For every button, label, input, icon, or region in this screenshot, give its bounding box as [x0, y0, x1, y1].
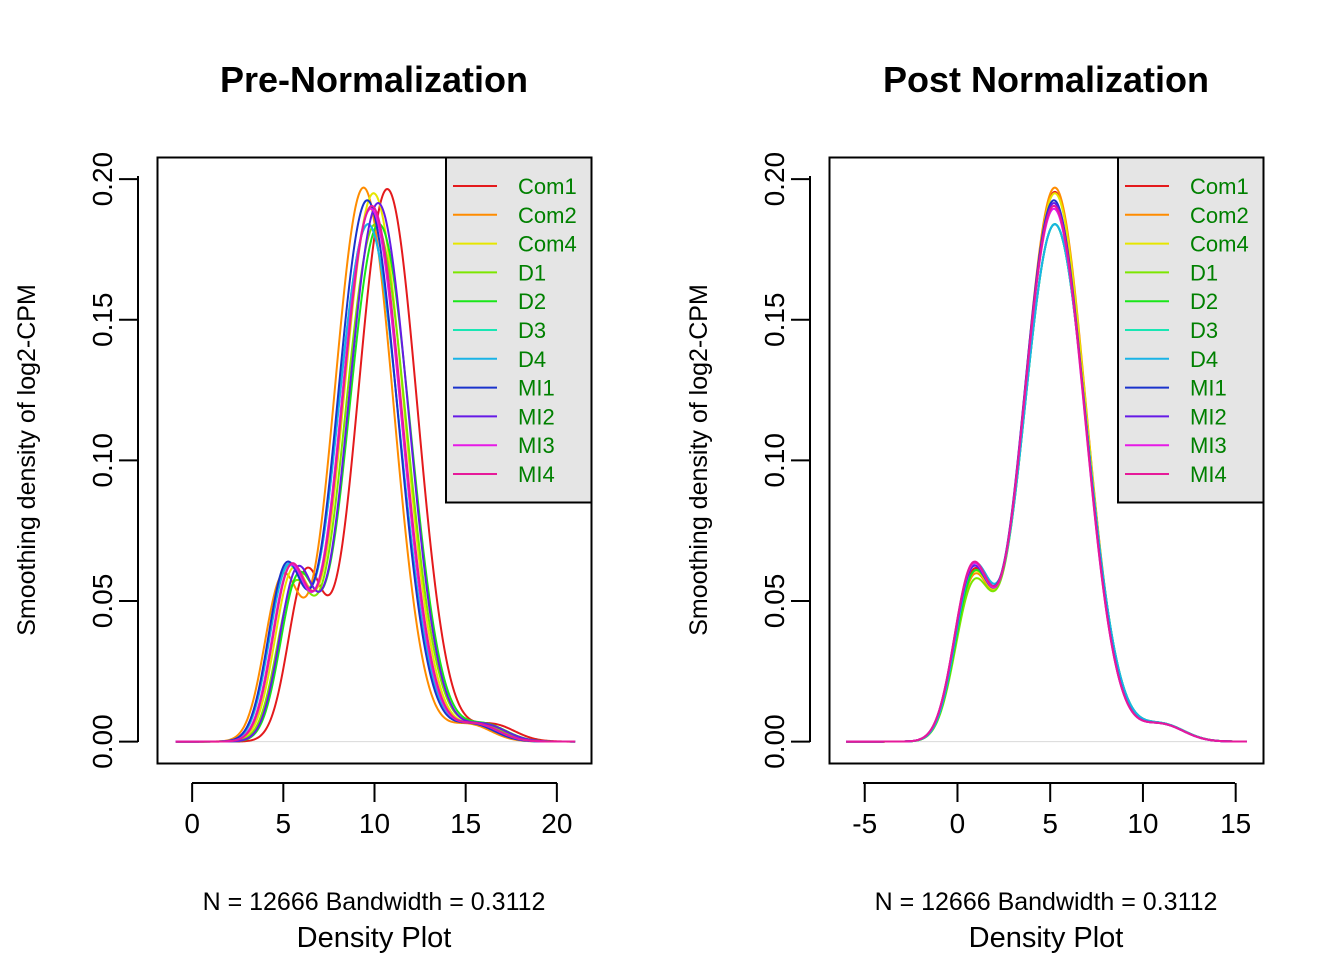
legend-label: MI3 [518, 433, 555, 458]
x-tick-label: 5 [276, 808, 292, 839]
legend-label: MI4 [518, 462, 555, 487]
chart-title: Pre-Normalization [220, 59, 528, 100]
x-axis-label: Density Plot [969, 922, 1124, 954]
y-tick-label: 0.20 [759, 152, 790, 207]
legend: Com1 Com2 Com4 D1 D2 D3 D4 MI1 MI2 MI3 MI4 [445, 156, 593, 504]
chart-subtitle: N = 12666 Bandwidth = 0.3112 [875, 888, 1218, 916]
y-axis: 0.00 0.05 0.10 0.15 0.20 [759, 152, 811, 769]
x-tick-label: 0 [950, 808, 966, 839]
density-line-mi4 [846, 204, 1247, 743]
x-axis-label: Density Plot [297, 922, 452, 954]
legend-label: Com1 [1190, 174, 1249, 199]
legend-label: D3 [1190, 318, 1218, 343]
chart-title: Post Normalization [883, 59, 1209, 100]
legend-label: MI1 [518, 376, 555, 401]
legend-label: MI1 [1190, 376, 1227, 401]
x-tick-label: 5 [1042, 808, 1058, 839]
plot-area [175, 186, 576, 743]
legend-label: D3 [518, 318, 546, 343]
legend-label: MI2 [518, 404, 555, 429]
y-tick-label: 0.00 [87, 714, 118, 769]
legend-label: Com4 [518, 232, 577, 257]
legend-label: D2 [518, 289, 546, 314]
x-tick-label: -5 [852, 808, 877, 839]
x-tick-label: 10 [359, 808, 390, 839]
y-axis-label: Smoothing density of log2-CPM [685, 284, 713, 636]
density-line-mi1 [175, 199, 576, 743]
plot-area [846, 186, 1247, 743]
x-tick-label: 15 [1220, 808, 1251, 839]
legend-label: Com2 [1190, 203, 1249, 228]
y-tick-label: 0.05 [759, 574, 790, 629]
x-axis: 0 5 10 15 20 [184, 782, 572, 839]
panel-pre-normalization: Pre-Normalization Smoothing density of l… [13, 59, 593, 954]
x-tick-label: 0 [184, 808, 200, 839]
legend-label: Com2 [518, 203, 577, 228]
y-tick-label: 0.00 [759, 714, 790, 769]
legend-label: Com4 [1190, 232, 1249, 257]
x-tick-label: 10 [1127, 808, 1158, 839]
panel-post-normalization: Post Normalization Smoothing density of … [685, 59, 1265, 954]
x-tick-label: 15 [450, 808, 481, 839]
legend-label: MI2 [1190, 404, 1227, 429]
legend-label: D2 [1190, 289, 1218, 314]
legend-label: D4 [1190, 347, 1218, 372]
y-tick-label: 0.20 [87, 152, 118, 207]
y-axis: 0.00 0.05 0.10 0.15 0.20 [87, 152, 139, 769]
legend-label: D1 [1190, 260, 1218, 285]
y-tick-label: 0.05 [87, 574, 118, 629]
y-tick-label: 0.10 [87, 433, 118, 488]
legend-label: MI4 [1190, 462, 1227, 487]
x-tick-label: 20 [541, 808, 572, 839]
y-axis-label: Smoothing density of log2-CPM [13, 284, 41, 636]
density-line-mi4 [175, 204, 576, 743]
legend: Com1 Com2 Com4 D1 D2 D3 D4 MI1 MI2 MI3 MI4 [1117, 156, 1265, 504]
x-axis: -5 0 5 10 15 [852, 782, 1251, 839]
y-tick-label: 0.15 [759, 293, 790, 348]
density-line-mi2 [175, 202, 576, 743]
legend-label: D4 [518, 347, 546, 372]
legend-label: D1 [518, 260, 546, 285]
y-tick-label: 0.10 [759, 433, 790, 488]
legend-label: Com1 [518, 174, 577, 199]
y-tick-label: 0.15 [87, 293, 118, 348]
legend-label: MI3 [1190, 433, 1227, 458]
chart-subtitle: N = 12666 Bandwidth = 0.3112 [203, 888, 546, 916]
